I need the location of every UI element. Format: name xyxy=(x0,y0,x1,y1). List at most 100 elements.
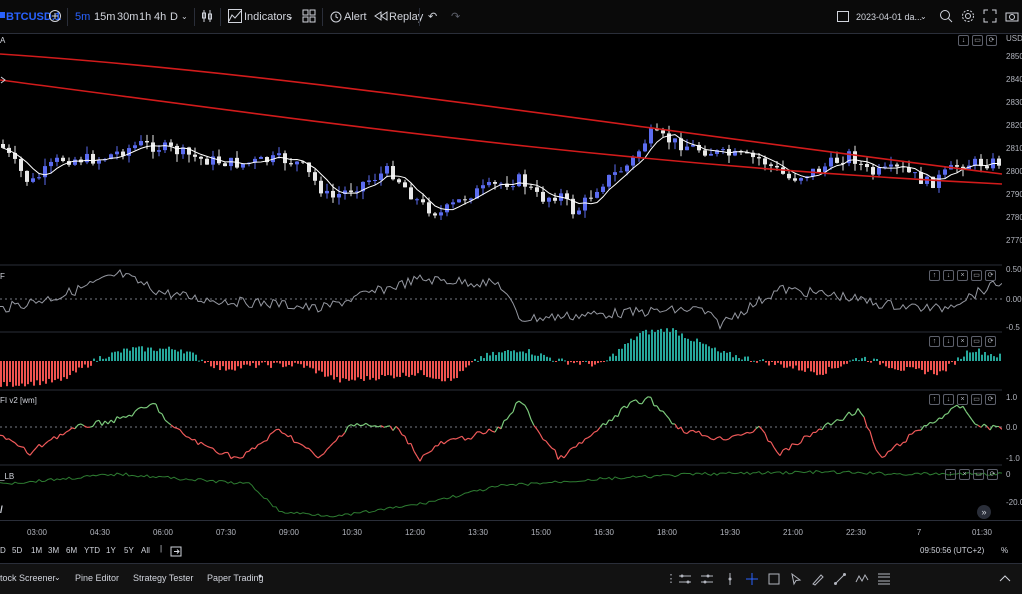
oscillator-segment xyxy=(899,442,904,447)
gear-icon[interactable] xyxy=(961,9,975,23)
brush-icon[interactable] xyxy=(811,572,825,586)
crosshair-icon[interactable] xyxy=(745,572,759,586)
go-to-date-icon[interactable] xyxy=(170,545,182,559)
pane1-label[interactable]: F xyxy=(0,272,5,281)
range-ytd[interactable]: YTD xyxy=(84,546,100,555)
date-dropdown-icon[interactable]: ⌄ xyxy=(920,12,927,21)
oscillator-segment xyxy=(179,429,184,435)
timeframe-30m[interactable]: 30m xyxy=(117,11,139,23)
oscillator-segment xyxy=(704,435,709,438)
maximize-pane-icon[interactable]: ▭ xyxy=(972,35,983,46)
tab-pine-editor[interactable]: Pine Editor xyxy=(75,573,120,583)
tab-strategy-tester[interactable]: Strategy Tester xyxy=(133,573,194,583)
timeframe-dropdown-icon[interactable]: ⌄ xyxy=(181,12,188,21)
rectangle-icon[interactable] xyxy=(767,572,781,586)
timeframe-5m[interactable]: 5m xyxy=(75,11,91,23)
timeframe-1h[interactable]: 1h xyxy=(139,11,152,23)
add-symbol-icon[interactable] xyxy=(48,9,62,23)
symbol-search-button[interactable]: BTCUSD.1 xyxy=(6,11,62,23)
time-axis[interactable]: 03:00 04:30 06:00 07:30 09:00 10:30 12:0… xyxy=(0,520,1022,542)
indicators-dropdown-icon[interactable]: ⌄ xyxy=(287,12,294,21)
main-pane-label[interactable]: A xyxy=(0,36,6,45)
alert-button[interactable]: Alert xyxy=(344,11,367,23)
timeframe-d[interactable]: D xyxy=(170,11,178,23)
timeframe-4h[interactable]: 4h xyxy=(154,11,167,23)
pane4-label[interactable]: _LB xyxy=(0,472,15,481)
move-down-icon[interactable]: ↓ xyxy=(943,336,954,347)
range-6m[interactable]: 6M xyxy=(66,546,78,555)
alert-icon[interactable] xyxy=(329,9,343,23)
currency-label[interactable]: USD xyxy=(1006,34,1022,43)
parallel-channel-icon[interactable] xyxy=(700,572,714,586)
oscillator-segment xyxy=(821,424,826,431)
restore-pane-icon[interactable]: ⟳ xyxy=(986,35,997,46)
restore-pane-icon[interactable]: ⟳ xyxy=(985,394,996,405)
percent-scale-toggle[interactable]: % xyxy=(1001,546,1009,555)
chart-area[interactable] xyxy=(0,34,1022,520)
search-icon[interactable] xyxy=(939,9,953,23)
histogram-bar xyxy=(249,361,251,366)
range-5y[interactable]: 5Y xyxy=(124,546,134,555)
maximize-pane-icon[interactable]: ▭ xyxy=(971,394,982,405)
close-pane-icon[interactable]: × xyxy=(959,469,970,480)
histogram-bar xyxy=(369,361,371,380)
move-down-icon[interactable]: ↓ xyxy=(958,35,969,46)
indicators-button[interactable]: Indicators xyxy=(244,11,292,23)
range-1d[interactable]: D xyxy=(0,546,6,555)
fib-retracement-icon[interactable] xyxy=(877,572,891,586)
templates-icon[interactable] xyxy=(302,9,316,23)
maximize-pane-icon[interactable]: ▭ xyxy=(971,270,982,281)
move-up-icon[interactable]: ↑ xyxy=(929,336,940,347)
undo-icon[interactable]: ↶ xyxy=(428,11,438,23)
range-3m[interactable]: 3M xyxy=(48,546,60,555)
replay-icon[interactable] xyxy=(374,9,388,23)
cursor-icon[interactable] xyxy=(789,572,803,586)
go-to-date-field[interactable]: 2023-04-01 da... xyxy=(856,12,923,22)
move-up-icon[interactable]: ↑ xyxy=(929,270,940,281)
range-all[interactable]: All xyxy=(141,546,150,555)
trend-line-icon[interactable] xyxy=(833,572,847,586)
collapse-panel-icon[interactable] xyxy=(998,572,1012,586)
range-1m[interactable]: 1M xyxy=(31,546,43,555)
collapse-legend-icon[interactable] xyxy=(0,76,6,86)
move-up-icon[interactable]: ↑ xyxy=(929,394,940,405)
move-down-icon[interactable]: ↓ xyxy=(943,270,954,281)
pane3-label[interactable]: FI v2 [wm] xyxy=(0,396,37,405)
replay-button[interactable]: Replay xyxy=(389,11,424,23)
range-5d[interactable]: 5D xyxy=(12,546,23,555)
restore-pane-icon[interactable]: ⟳ xyxy=(987,469,998,480)
price-chart-canvas[interactable] xyxy=(0,34,1022,520)
redo-icon[interactable]: ↷ xyxy=(451,11,461,23)
candle-type-icon[interactable] xyxy=(200,9,214,23)
timeframe-15m[interactable]: 15m xyxy=(94,11,116,23)
histogram-bar xyxy=(354,361,356,381)
oscillator-segment xyxy=(461,435,466,441)
clock-timezone[interactable]: 09:50:56 (UTC+2) xyxy=(920,546,985,555)
pattern-icon[interactable] xyxy=(855,572,869,586)
restore-pane-icon[interactable]: ⟳ xyxy=(985,336,996,347)
move-down-icon[interactable]: ↓ xyxy=(943,394,954,405)
oscillator-segment xyxy=(323,449,328,454)
indicators-icon[interactable] xyxy=(228,9,242,23)
tab-paper-trading[interactable]: Paper Trading xyxy=(207,573,264,583)
range-1y[interactable]: 1Y xyxy=(106,546,116,555)
tab-stock-screener[interactable]: tock Screener xyxy=(0,573,56,583)
oscillator-segment xyxy=(716,436,721,439)
vertical-line-icon[interactable] xyxy=(723,572,737,586)
oscillator-segment xyxy=(599,423,604,428)
snapshot-icon[interactable] xyxy=(1005,9,1019,23)
close-pane-icon[interactable]: × xyxy=(957,336,968,347)
move-up-icon[interactable]: ↑ xyxy=(945,469,956,480)
chevron-down-icon[interactable]: ⌄ xyxy=(54,573,61,582)
close-pane-icon[interactable]: × xyxy=(957,270,968,281)
close-pane-icon[interactable]: × xyxy=(957,394,968,405)
restore-pane-icon[interactable]: ⟳ xyxy=(985,270,996,281)
trend-angle-icon[interactable] xyxy=(678,572,692,586)
maximize-pane-icon[interactable]: ▭ xyxy=(973,469,984,480)
maximize-pane-icon[interactable]: ▭ xyxy=(971,336,982,347)
scroll-to-realtime-icon[interactable]: » xyxy=(977,505,991,519)
drag-handle-icon[interactable]: ⋮ xyxy=(665,573,677,585)
histogram-bar xyxy=(702,343,704,361)
histogram-bar xyxy=(300,361,302,365)
fullscreen-icon[interactable] xyxy=(983,9,997,23)
